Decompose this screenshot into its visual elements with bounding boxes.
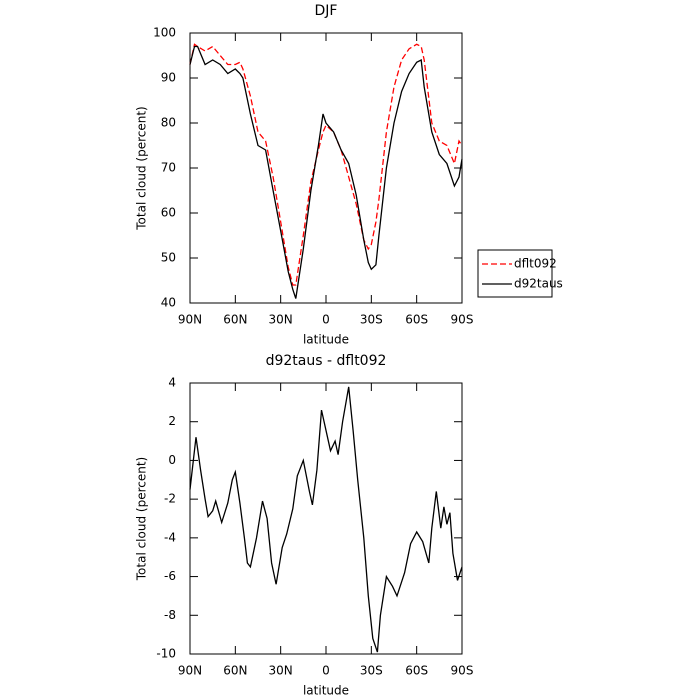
plot-frame [189,382,463,655]
y-tick-label: 70 [161,161,176,175]
legend-label: d92taus [514,277,563,291]
y-tick-label: -4 [164,530,176,544]
series-line [189,386,463,653]
x-tick-label: 30N [269,313,293,327]
y-tick-label: 2 [168,414,176,428]
x-tick-label: 60S [405,313,428,327]
x-tick-label: 0 [322,313,330,327]
x-tick-label: 90S [451,664,474,678]
legend-box [477,249,553,298]
y-tick-label: -6 [164,569,176,583]
x-tick-label: 30S [360,313,383,327]
y-tick-label: 0 [168,453,176,467]
x-tick-label: 90N [178,664,202,678]
y-axis-label: Total cloud (percent) [135,106,149,230]
y-tick-label: -8 [164,608,176,622]
x-tick-label: 60S [405,664,428,678]
x-tick-label: 60N [223,664,247,678]
x-axis-label: latitude [303,333,349,347]
y-tick-label: -10 [156,647,176,661]
y-tick-label: 90 [161,71,176,85]
x-tick-label: 90N [178,313,202,327]
x-tick-label: 30S [360,664,383,678]
legend-label: dflt092 [514,257,557,271]
y-tick-label: 80 [161,116,176,130]
y-tick-label: 60 [161,206,176,220]
y-tick-label: -2 [164,492,176,506]
x-tick-label: 0 [322,664,330,678]
plot-frame [189,32,463,304]
x-tick-label: 90S [451,313,474,327]
x-axis-label: latitude [303,684,349,698]
y-tick-label: 50 [161,251,176,265]
y-axis-label: Total cloud (percent) [135,457,149,581]
x-tick-label: 60N [223,313,247,327]
y-tick-label: 100 [153,26,176,40]
chart-title: d92taus - dflt092 [266,353,387,369]
y-tick-label: 4 [168,376,176,390]
x-tick-label: 30N [269,664,293,678]
series-line [189,45,463,299]
y-tick-label: 40 [161,296,176,310]
chart-title: DJF [315,3,338,19]
series-line [189,43,463,286]
